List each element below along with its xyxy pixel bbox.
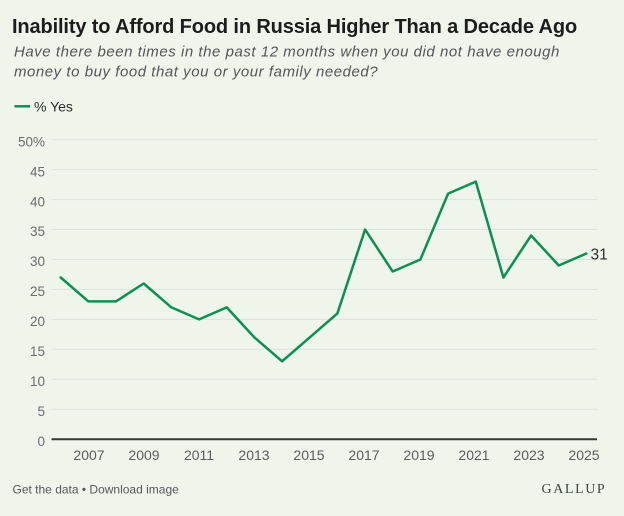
svg-text:Have there been times in the p: Have there been times in the past 12 mon… — [14, 44, 560, 61]
svg-text:15: 15 — [30, 344, 45, 359]
svg-text:2021: 2021 — [458, 447, 489, 463]
svg-text:0: 0 — [37, 434, 45, 449]
svg-text:money to buy food that you or: money to buy food that you or your famil… — [14, 64, 378, 81]
svg-text:31: 31 — [591, 246, 608, 263]
svg-text:2013: 2013 — [238, 447, 269, 463]
svg-text:Inability to Afford Food in Ru: Inability to Afford Food in Russia Highe… — [12, 16, 577, 38]
svg-text:5: 5 — [37, 404, 45, 419]
svg-text:2023: 2023 — [513, 447, 544, 463]
svg-text:50%: 50% — [18, 134, 45, 149]
svg-text:2025: 2025 — [568, 447, 599, 463]
svg-text:2011: 2011 — [184, 447, 214, 463]
svg-text:30: 30 — [30, 254, 45, 269]
svg-text:2009: 2009 — [128, 447, 159, 463]
svg-text:40: 40 — [30, 194, 45, 209]
svg-text:2007: 2007 — [73, 447, 104, 463]
svg-text:25: 25 — [30, 284, 45, 299]
svg-text:Get the data • Download image: Get the data • Download image — [13, 483, 180, 497]
svg-text:2017: 2017 — [348, 447, 379, 463]
svg-text:45: 45 — [30, 164, 45, 179]
svg-text:GALLUP: GALLUP — [542, 482, 607, 497]
svg-text:2015: 2015 — [293, 447, 324, 463]
svg-text:2019: 2019 — [403, 447, 434, 463]
svg-text:35: 35 — [30, 224, 45, 239]
svg-text:10: 10 — [30, 374, 45, 389]
svg-text:% Yes: % Yes — [34, 99, 73, 115]
svg-text:20: 20 — [30, 314, 45, 329]
